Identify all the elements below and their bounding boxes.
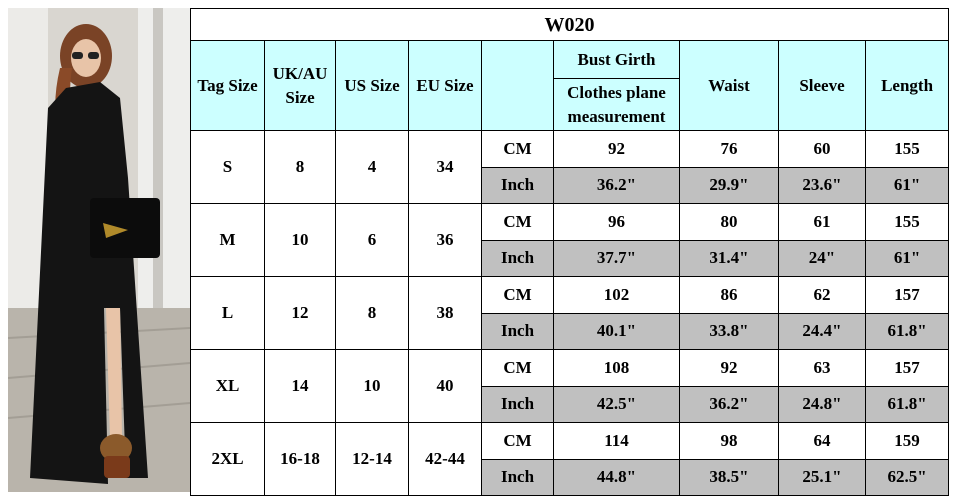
size-cell: 12 [264,276,336,350]
value-cell: 63 [778,349,866,387]
table-row: Tag Size UK/AU Size US Size EU Size Bust Gir… [190,40,950,131]
value-cell: 61.8" [864,312,950,350]
value-cell: 155 [864,130,950,168]
table-row: Inch 42.5" 36.2" 24.8" 61.8" [191,385,950,423]
header-cell: Sleeve [778,40,866,131]
value-cell: 62.5" [864,458,950,496]
unit-cell: CM [481,203,554,241]
value-cell: 108 [553,349,680,387]
value-cell: 98 [679,422,779,460]
unit-cell: CM [481,349,554,387]
size-cell: 8 [335,276,409,350]
value-cell: 157 [864,349,950,387]
header-cell: Clothes plane measurement [553,78,680,131]
table-row: S 8 4 34 CM 92 76 60 155 [190,130,950,204]
size-cell: 4 [335,130,409,204]
header-cell: Tag Size [190,40,265,131]
header-cell: US Size [335,40,409,131]
table-title: W020 [189,8,950,41]
size-cell: 12-14 [335,422,409,496]
unit-cell: Inch [481,239,554,277]
value-cell: 29.9" [679,166,779,204]
unit-cell: Inch [481,458,554,496]
size-cell: XL [190,349,265,423]
table-body: W020 Tag Size UK/AU Size US Size EU Size Bust… [189,8,950,496]
value-cell: 40.1" [553,312,680,350]
size-cell: 6 [335,203,409,277]
size-cell: 10 [264,203,336,277]
value-cell: 102 [553,276,680,314]
table-row: L 12 8 38 CM 102 86 62 157 [190,276,950,350]
table-row: Inch 36.2" 29.9" 23.6" 61" [191,166,950,204]
size-cell: 2XL [190,422,265,496]
value-cell: 42.5" [553,385,680,423]
value-cell: 61" [864,166,950,204]
value-cell: 61 [778,203,866,241]
size-cell: L [190,276,265,350]
value-cell: 44.8" [553,458,680,496]
value-cell: 96 [553,203,680,241]
value-cell: 31.4" [679,239,779,277]
size-cell: 40 [408,349,482,423]
table-row: Inch 40.1" 33.8" 24.4" 61.8" [191,312,950,350]
header-cell [481,40,554,131]
value-cell: 60 [778,130,866,168]
size-cell: 16-18 [264,422,336,496]
value-cell: 92 [679,349,779,387]
value-cell: 76 [679,130,779,168]
value-cell: 24.8" [778,385,866,423]
value-cell: 24.4" [778,312,866,350]
size-cell: 38 [408,276,482,350]
size-cell: S [190,130,265,204]
size-cell: 14 [264,349,336,423]
size-cell: 34 [408,130,482,204]
size-cell: 36 [408,203,482,277]
size-cell: 42-44 [408,422,482,496]
table-row: Clothes plane measurement [191,78,949,131]
header-cell: UK/AU Size [264,40,336,131]
value-cell: 159 [864,422,950,460]
value-cell: 33.8" [679,312,779,350]
unit-cell: CM [481,422,554,460]
value-cell: 61" [864,239,950,277]
size-cell: 8 [264,130,336,204]
size-cell: M [190,203,265,277]
size-cell: 10 [335,349,409,423]
size-table: W020 Tag Size UK/AU Size US Size EU Size Bust… [189,8,950,496]
value-cell: 23.6" [778,166,866,204]
value-cell: 92 [553,130,680,168]
header-cell: EU Size [408,40,482,131]
value-cell: 80 [679,203,779,241]
value-cell: 62 [778,276,866,314]
header-cell: Length [864,40,950,131]
value-cell: 38.5" [679,458,779,496]
table-row: Inch 44.8" 38.5" 25.1" 62.5" [191,458,950,496]
unit-cell: Inch [481,385,554,423]
header-cell: Bust Girth [553,40,680,79]
value-cell: 61.8" [864,385,950,423]
value-cell: 64 [778,422,866,460]
model-photo [8,8,190,492]
value-cell: 36.2" [553,166,680,204]
unit-cell: CM [481,130,554,168]
value-cell: 25.1" [778,458,866,496]
table-row: W020 [189,8,950,41]
table-row: 2XL 16-18 12-14 42-44 CM 114 98 64 159 [190,422,950,496]
value-cell: 157 [864,276,950,314]
value-cell: 86 [679,276,779,314]
unit-cell: Inch [481,166,554,204]
header-cell: Waist [679,40,779,131]
value-cell: 37.7" [553,239,680,277]
value-cell: 114 [553,422,680,460]
unit-cell: CM [481,276,554,314]
value-cell: 155 [864,203,950,241]
table-row: XL 14 10 40 CM 108 92 63 157 [190,349,950,423]
value-cell: 24" [778,239,866,277]
table-row: M 10 6 36 CM 96 80 61 155 [190,203,950,277]
unit-cell: Inch [481,312,554,350]
table-row: Inch 37.7" 31.4" 24" 61" [191,239,950,277]
value-cell: 36.2" [679,385,779,423]
